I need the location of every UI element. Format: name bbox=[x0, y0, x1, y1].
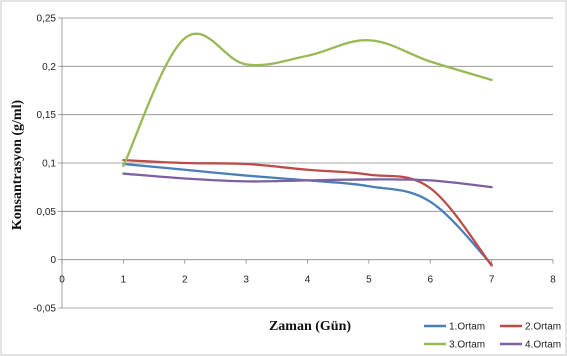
y-tick-label: 0,05 bbox=[37, 207, 57, 218]
y-tick-label: 0,25 bbox=[37, 14, 57, 25]
x-tick-label: 6 bbox=[427, 275, 433, 286]
x-tick-label: 1 bbox=[121, 275, 127, 286]
y-axis-label: Konsantrasyon (g/ml) bbox=[10, 100, 25, 231]
y-tick-label: 0,15 bbox=[37, 110, 57, 121]
y-tick-label: -0,05 bbox=[33, 304, 56, 315]
axes bbox=[61, 18, 554, 308]
y-tick-label: 0,1 bbox=[42, 159, 56, 170]
legend-label: 1.Ortam bbox=[449, 322, 485, 333]
legend-label: 3.Ortam bbox=[449, 340, 485, 351]
series-lines bbox=[122, 32, 493, 267]
x-tick-label: 2 bbox=[182, 275, 188, 286]
y-tick-label: 0 bbox=[50, 255, 56, 266]
x-tick-label: 7 bbox=[489, 275, 495, 286]
series-line-3 bbox=[122, 32, 493, 168]
y-tick-labels: 0,25 0,2 0,15 0,1 0,05 0 -0,05 bbox=[33, 14, 56, 315]
x-tick-label: 4 bbox=[305, 275, 311, 286]
series-line-4 bbox=[122, 172, 493, 189]
x-tick-labels: 0 1 2 3 4 5 6 7 8 bbox=[59, 275, 556, 286]
series-line-2 bbox=[122, 158, 493, 267]
y-tick-label: 0,2 bbox=[42, 62, 56, 73]
x-axis-label: Zaman (Gün) bbox=[269, 319, 351, 334]
legend-label: 4.Ortam bbox=[525, 340, 561, 351]
x-tick-label: 3 bbox=[243, 275, 249, 286]
legend-label: 2.Ortam bbox=[525, 322, 561, 333]
x-tick-label: 0 bbox=[59, 275, 65, 286]
legend: 1.Ortam 2.Ortam 3.Ortam 4.Ortam bbox=[424, 322, 561, 351]
x-tick-label: 5 bbox=[366, 275, 372, 286]
x-tick-label: 8 bbox=[550, 275, 556, 286]
